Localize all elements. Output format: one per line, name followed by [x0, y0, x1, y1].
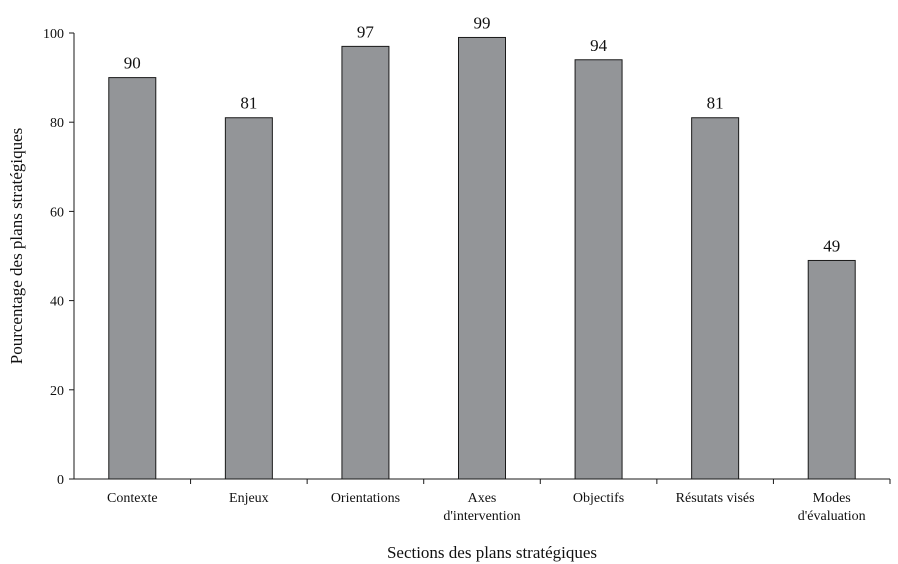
- x-tick-label: Contexte: [107, 491, 158, 506]
- y-tick-label: 0: [57, 473, 64, 488]
- y-tick-label: 80: [50, 116, 64, 131]
- bar: [458, 36, 506, 480]
- bars: [108, 36, 856, 480]
- x-axis: Contexte Enjeux Orientations Axes d'interven…: [74, 478, 891, 524]
- bar: [691, 117, 740, 480]
- data-label: 99: [474, 13, 491, 32]
- x-tick-label: Enjeux: [229, 491, 269, 506]
- bar: [108, 77, 157, 480]
- data-label: 49: [823, 236, 840, 255]
- y-tick-label: 20: [50, 384, 64, 399]
- y-tick-label: 40: [50, 295, 64, 310]
- x-tick-label: Modes: [813, 491, 851, 506]
- bar: [224, 117, 273, 480]
- bar: [341, 45, 390, 480]
- x-tick-label: Orientations: [331, 491, 400, 506]
- y-tick-label: 60: [50, 205, 64, 220]
- data-label: 94: [590, 36, 608, 55]
- x-tick-label: d'intervention: [443, 509, 520, 524]
- data-label: 97: [357, 22, 375, 41]
- bar: [574, 59, 623, 480]
- y-tick-label: 100: [43, 27, 64, 42]
- x-tick-label: d'évaluation: [798, 509, 866, 524]
- data-labels: 90 81 97 99 94 81 49: [124, 13, 840, 255]
- x-tick-label: Résutats visés: [676, 491, 755, 506]
- bar: [807, 259, 856, 480]
- data-label: 81: [240, 94, 257, 113]
- x-axis-title: Sections des plans stratégiques: [387, 543, 597, 562]
- y-axis: 0 20 40 60 80 100: [43, 27, 75, 488]
- y-axis-title: Pourcentage des plans stratégiques: [7, 128, 26, 365]
- x-tick-label: Objectifs: [573, 491, 624, 506]
- data-label: 90: [124, 54, 141, 73]
- x-tick-label: Axes: [468, 491, 497, 506]
- data-label: 81: [707, 94, 724, 113]
